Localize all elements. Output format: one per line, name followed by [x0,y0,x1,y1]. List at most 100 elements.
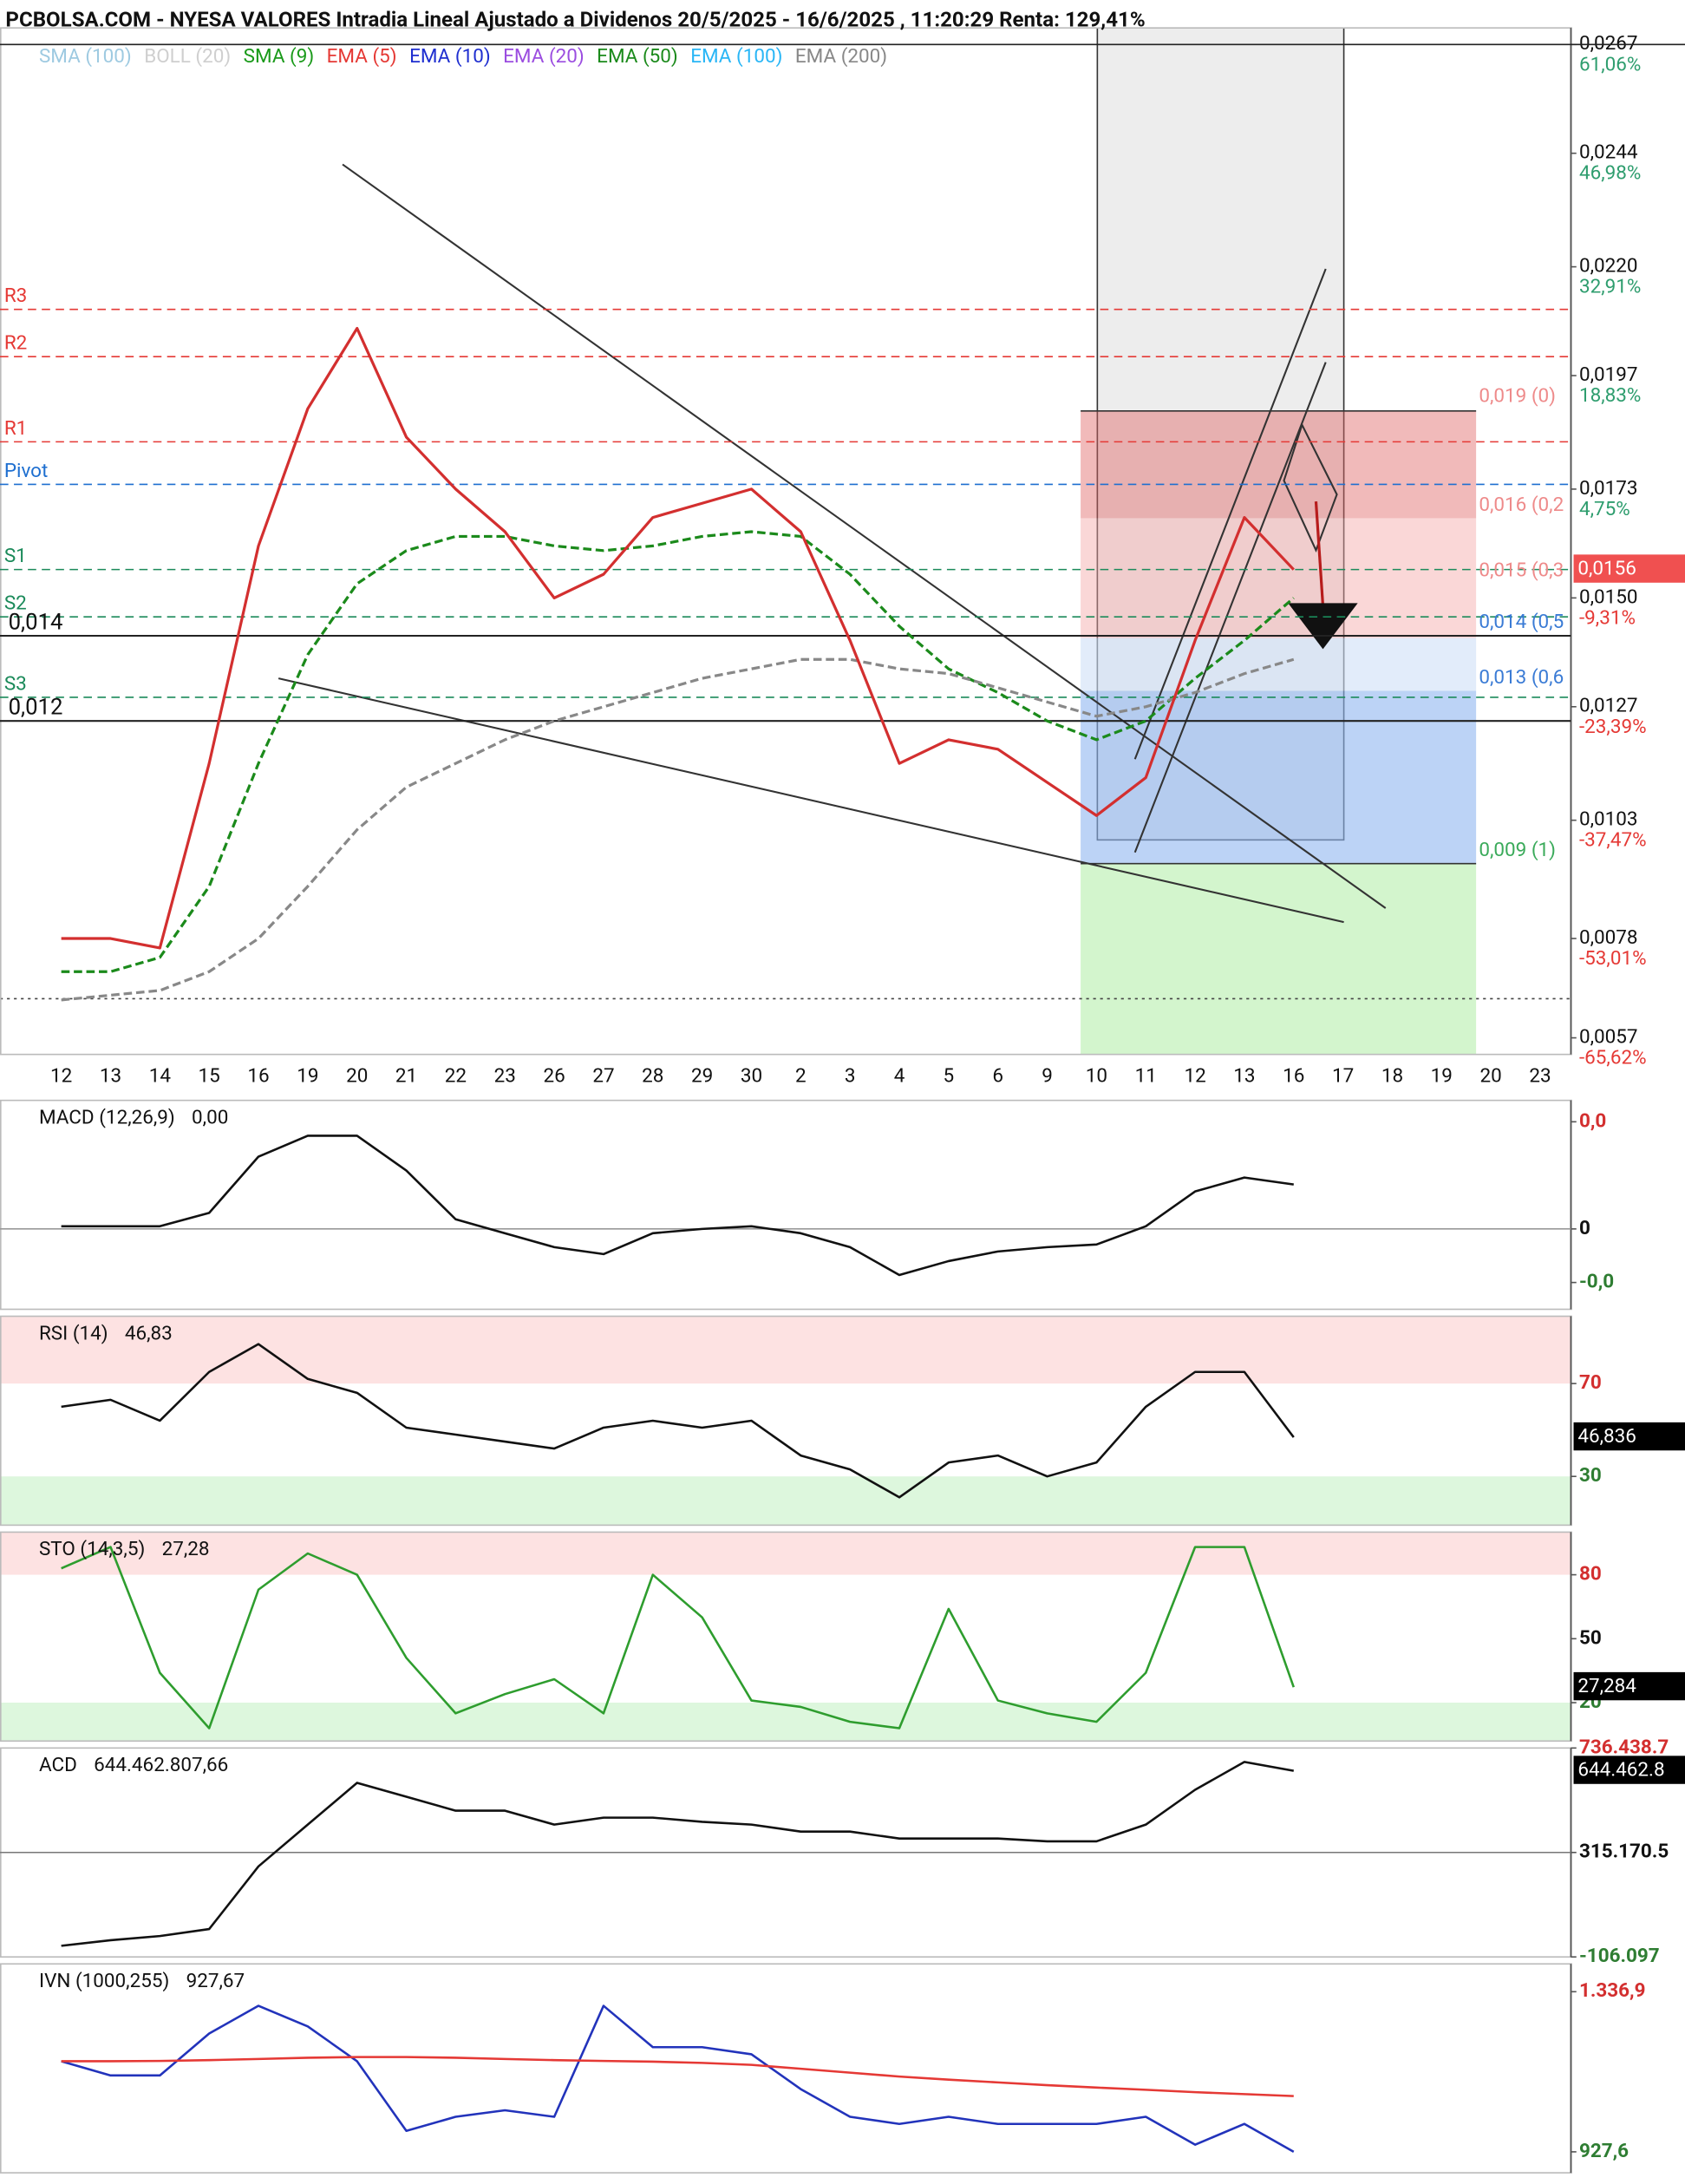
panel-border [0,1099,1572,1311]
pivot-label: S2 [4,592,27,615]
y-tick-label: 80 [1579,1563,1602,1586]
chart-title: PCBOLSA.COM - NYESA VALORES Intradia Lin… [5,8,1145,32]
indicator-value: 27,28 [162,1538,210,1560]
y-tick-label: -106.097 [1579,1945,1660,1967]
arrow-head [1288,603,1358,650]
y-change-label: 32,91% [1579,276,1641,298]
value-tag-box [1573,1756,1685,1784]
fib-zone [1081,410,1477,519]
y-change-label: 4,75% [1579,498,1630,520]
indicator-value: 927,67 [186,1970,245,1992]
indicator-name: RSI (14) [39,1322,108,1344]
zone [0,1476,1571,1526]
price-line [61,326,1295,950]
legend-entry: EMA (5) [327,45,397,68]
moving-average [61,657,1295,1002]
value-tag: 27,284 [1577,1675,1636,1697]
last-price-tag: 0,0156 [1577,558,1636,580]
x-tick-label: 20 [346,1064,368,1087]
drawings [0,28,1571,1055]
x-tick-label: 26 [543,1064,565,1087]
x-tick-label: 13 [100,1064,121,1087]
y-tick-label: 0,0244 [1579,141,1638,164]
x-tick-label: 16 [1283,1064,1304,1087]
zone [0,1532,1571,1575]
pivot-label: R1 [4,417,27,440]
trend-line [342,163,1387,909]
support-label: 0,012 [9,694,63,720]
y-tick-label: 0,0127 [1579,695,1638,717]
indicator-line [61,1546,1295,1730]
y-tick-label: 0,0220 [1579,255,1638,278]
y-tick-label: 0,0173 [1579,477,1638,500]
pivot-label: R2 [4,332,27,355]
legend-entry: EMA (100) [690,45,782,68]
x-tick-label: 12 [1184,1064,1205,1087]
indicator-line [61,2056,1294,2097]
fib-labels: 0,019 (0) 0,016 (0,2 0,015 (0,3 0,014 (0,5 0… [1479,385,1564,861]
y-tick-label: 0,0 [1579,1109,1606,1132]
value-tag-box [1573,1671,1685,1701]
y-change-label: -9,31% [1579,606,1636,629]
channel-line [1133,268,1327,760]
x-tick-label: 16 [247,1064,269,1087]
legend-entry: SMA (9) [244,45,315,68]
legend-entry: EMA (20) [503,45,585,68]
y-tick-label: 0,0078 [1579,926,1638,949]
value-tag: 46,836 [1577,1425,1636,1448]
x-tick-label: 30 [741,1064,762,1087]
y-tick-label: 30 [1579,1464,1602,1487]
y-tick-label: 0,0197 [1579,363,1638,386]
y-tick-label: 0 [1579,1217,1590,1239]
pivot-label: R3 [4,284,27,307]
y-change-label: 61,06% [1579,53,1641,75]
pivot-label: S3 [4,672,27,695]
x-tick-label: 4 [894,1064,905,1087]
x-tick-label: 21 [395,1064,417,1087]
y-change-label: -53,01% [1579,947,1647,970]
fib-label: 0,019 (0) [1479,385,1556,408]
support-label: 0,014 [9,609,63,635]
y-change-label: 46,98% [1579,162,1641,185]
y-tick-label: 70 [1579,1371,1602,1394]
x-tick-label: 15 [199,1064,220,1087]
indicator-name: IVN (1000,255) [39,1970,169,1992]
legend-entry: EMA (200) [795,45,887,68]
y-tick-label: 736.438.7 [1579,1736,1669,1758]
y-tick-label: 0,0150 [1579,585,1638,608]
fib-label: 0,016 (0,2 [1479,494,1564,516]
y-change-label: -65,62% [1579,1047,1647,1069]
x-tick-label: 10 [1086,1064,1107,1087]
x-tick-label: 23 [1529,1064,1551,1087]
y-change-label: 18,83% [1579,384,1641,407]
trend-line [278,677,1344,924]
fib-label: 0,013 (0,6 [1479,666,1564,689]
indicator-value: 644.462.807,66 [94,1754,228,1776]
projection-arrow [1314,501,1325,606]
indicator-line [61,2004,1295,2153]
x-tick-label: 5 [944,1064,955,1087]
x-tick-label: 22 [445,1064,467,1087]
zone [0,1316,1571,1384]
indicator-value: 0,00 [192,1106,228,1128]
fib-zone [1081,863,1477,1055]
pivot-label: Pivot [4,460,49,482]
indicator-line [61,1761,1295,1947]
x-tick-label: 17 [1332,1064,1354,1087]
indicator-name: ACD [39,1754,77,1776]
fib-label: 0,015 (0,3 [1479,559,1564,581]
indicator-value: 46,83 [125,1322,173,1344]
y-tick-label: 0,0057 [1579,1025,1638,1048]
x-tick-label: 6 [992,1064,1003,1087]
fib-label: 0,009 (1) [1479,839,1556,861]
x-tick-label: 18 [1381,1064,1403,1087]
x-tick-label: 27 [592,1064,614,1087]
value-tag: 644.462.8 [1577,1759,1664,1782]
pattern [1283,422,1338,553]
fib-label: 0,014 (0,5 [1479,611,1564,633]
x-tick-label: 12 [50,1064,72,1087]
y-change-label: -37,47% [1579,829,1647,852]
y-tick-label: 315.170.5 [1579,1841,1669,1863]
y-tick-label: 0,0103 [1579,808,1638,831]
